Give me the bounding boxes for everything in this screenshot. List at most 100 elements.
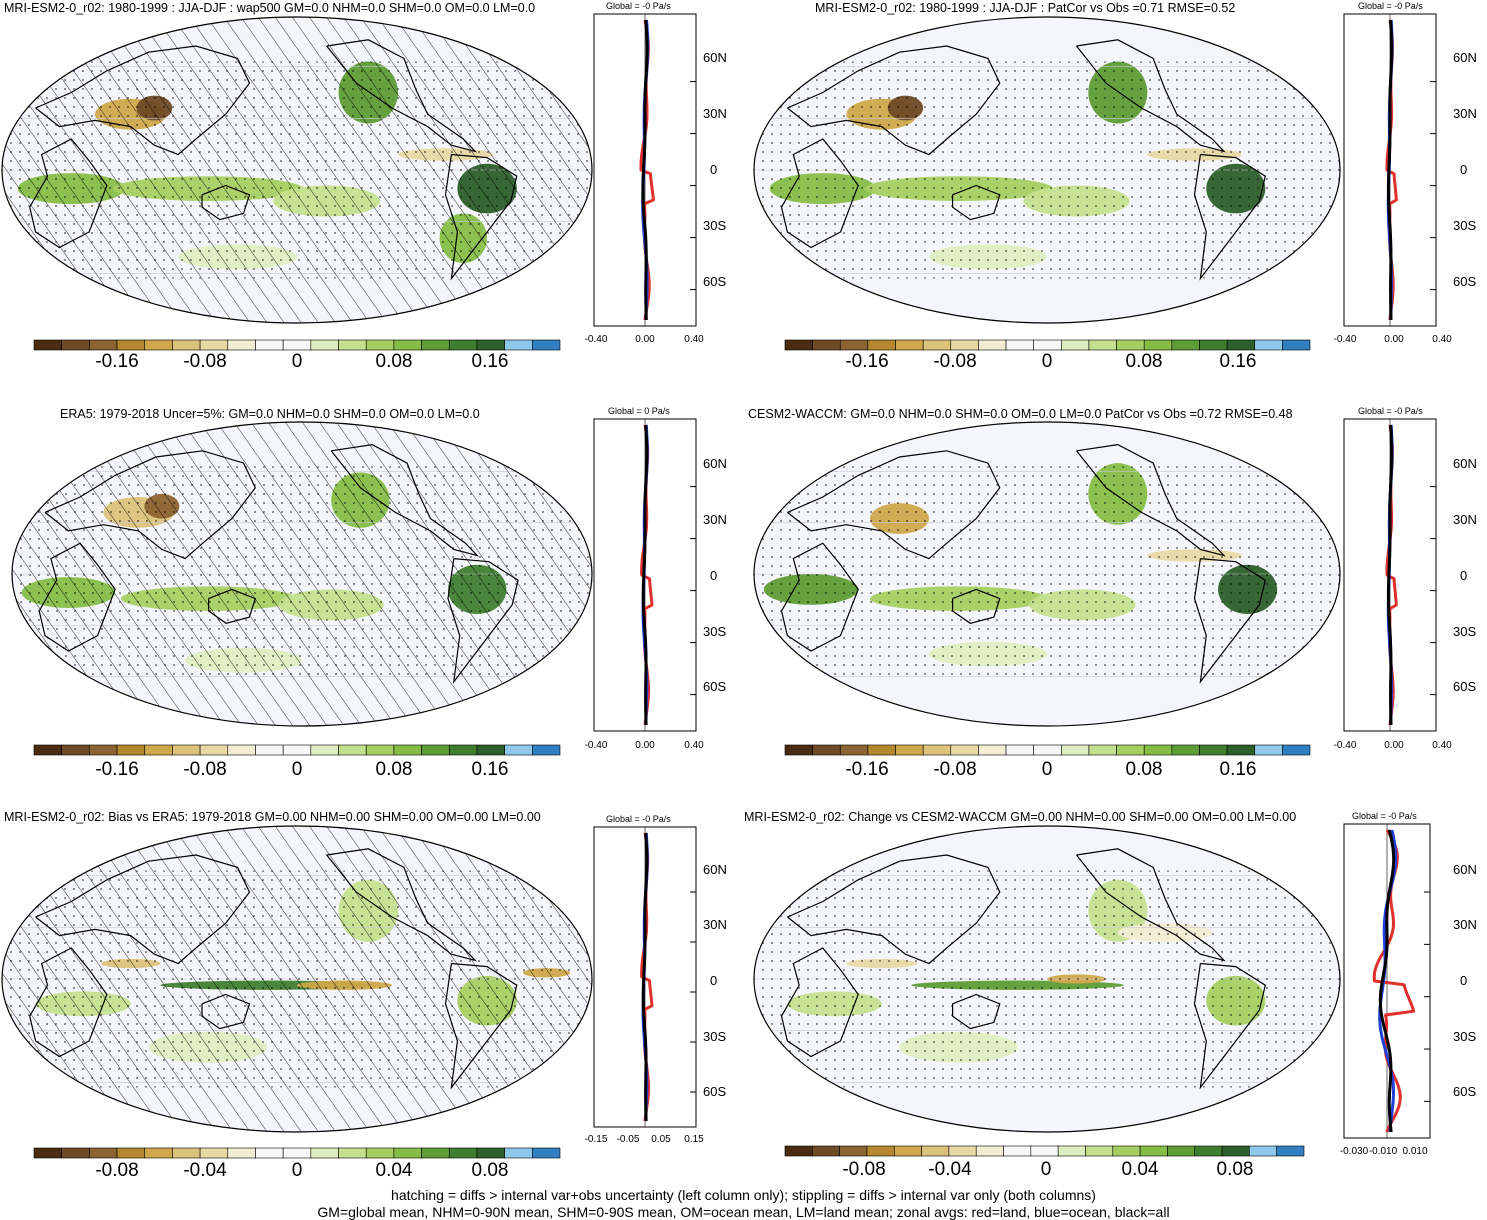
colorbar-swatch: [476, 339, 505, 351]
colorbar-swatch: [504, 339, 533, 351]
zonal-x-tick: 0.00: [1384, 740, 1404, 751]
coastline: [29, 947, 108, 1058]
colorbar-swatch: [1194, 1145, 1223, 1157]
zonal-title: Global = -0 Pa/s: [1352, 811, 1417, 821]
colorbar-swatch: [33, 339, 62, 351]
colorbar-swatch: [33, 744, 62, 756]
zonal-title: Global = -0 Pa/s: [606, 814, 671, 824]
map-border: [753, 825, 1341, 1133]
colorbar-swatch: [532, 339, 561, 351]
colorbar-swatch: [310, 339, 339, 351]
colorbar-swatch: [895, 744, 924, 756]
lat-label: 0: [1460, 162, 1468, 177]
colorbar-swatch: [227, 339, 256, 351]
colorbar-swatch: [1085, 1145, 1114, 1157]
zonal-x-tick: 0.40: [1432, 740, 1452, 751]
colorbar-swatch: [978, 339, 1007, 351]
zonal-title: Global = 0 Pa/s: [608, 406, 670, 416]
coastline: [35, 854, 251, 965]
colorbar-swatch: [365, 1147, 395, 1159]
colorbar-swatch: [504, 1147, 533, 1159]
zonal-x-tick: -0.40: [1333, 740, 1357, 751]
colorbar-label: -0.04: [183, 1160, 227, 1181]
all-line: [641, 832, 649, 1122]
colorbar-swatch: [255, 339, 284, 351]
colorbar-swatch: [532, 1147, 561, 1159]
colorbar-swatch: [839, 339, 869, 351]
colorbar-swatch: [921, 1145, 950, 1157]
coastline: [1076, 443, 1226, 557]
zonal-plot: [1343, 418, 1437, 732]
zonal-x-tick: -0.15: [584, 1134, 608, 1145]
colorbar-swatch: [975, 1145, 1004, 1157]
colorbar-swatch: [922, 744, 952, 756]
colorbar-swatch: [1005, 744, 1034, 756]
colorbar-swatch: [421, 744, 450, 756]
map-field: [754, 826, 1340, 1132]
colorbar-swatch: [89, 744, 118, 756]
all-line: [641, 424, 649, 726]
zonal-x-tick: 0.00: [635, 740, 655, 751]
coastline: [780, 542, 859, 652]
colorbar-swatch: [948, 1145, 977, 1157]
lat-label: 60S: [1453, 1084, 1477, 1099]
coastline: [447, 558, 519, 684]
lat-label: 30S: [703, 218, 727, 233]
zonal-title: Global = -0 Pa/s: [1358, 406, 1423, 416]
coastline: [208, 588, 257, 624]
colorbar-label: -0.16: [845, 351, 889, 372]
colorbar: [784, 1145, 1305, 1157]
lat-label: 60S: [703, 274, 727, 289]
colorbar-label: 0.08: [375, 351, 413, 372]
coastline: [1076, 848, 1226, 962]
colorbar-swatch: [144, 339, 173, 351]
colorbar-swatch: [1226, 744, 1256, 756]
colorbar: [784, 339, 1311, 351]
colorbar-swatch: [116, 1147, 146, 1159]
coastline: [201, 993, 251, 1030]
colorbar-swatch: [338, 744, 367, 756]
colorbar-label: 0: [1041, 351, 1053, 372]
colorbar-swatch: [893, 1145, 922, 1157]
colorbar-swatch: [812, 744, 841, 756]
colorbar-swatch: [448, 1147, 478, 1159]
colorbar-swatch: [1276, 1145, 1305, 1157]
lat-label: 30N: [703, 106, 727, 121]
zonal-x-tick: -0.40: [584, 334, 608, 345]
hatching: [12, 422, 592, 726]
colorbar-swatch: [867, 744, 896, 756]
colorbar-swatch: [784, 744, 813, 756]
map-title: MRI-ESM2-0_r02: 1980-1999 : JJA-DJF : wa…: [4, 1, 536, 15]
colorbar-label: 0: [291, 1160, 303, 1181]
map-title: ERA5: 1979-2018 Uncer=5%: GM=0.0 NHM=0.0…: [60, 407, 480, 421]
colorbar-swatch: [812, 1145, 840, 1157]
lat-label: 60N: [1453, 862, 1477, 877]
colorbar-label: -0.08: [95, 1160, 139, 1181]
coastline: [952, 184, 1001, 221]
colorbar-swatch: [365, 339, 395, 351]
coastline: [787, 450, 1001, 560]
lat-label: 30N: [1453, 917, 1477, 932]
map-field: [2, 17, 592, 323]
colorbar-swatch: [61, 1147, 90, 1159]
colorbar-swatch: [1116, 744, 1145, 756]
lat-label: 60N: [703, 50, 727, 65]
colorbar-swatch: [1282, 744, 1311, 756]
colorbar: [784, 744, 1311, 756]
lat-label: 30N: [703, 917, 727, 932]
colorbar-swatch: [172, 744, 201, 756]
coastline: [330, 443, 480, 557]
colorbar-swatch: [784, 1145, 813, 1157]
colorbar-label: -0.08: [183, 351, 227, 372]
zonal-x-tick: 0.010: [1402, 1146, 1428, 1157]
zonal-x-tick: 0.40: [684, 334, 704, 345]
colorbar-swatch: [812, 339, 841, 351]
colorbar-swatch: [393, 744, 422, 756]
zonal-title: Global = -0 Pa/s: [1358, 1, 1423, 11]
colorbar-swatch: [950, 339, 979, 351]
colorbar-swatch: [61, 339, 90, 351]
colorbar-swatch: [1171, 744, 1200, 756]
lat-label: 0: [710, 162, 718, 177]
coastline: [780, 947, 859, 1058]
colorbar-label: -0.08: [183, 759, 227, 780]
